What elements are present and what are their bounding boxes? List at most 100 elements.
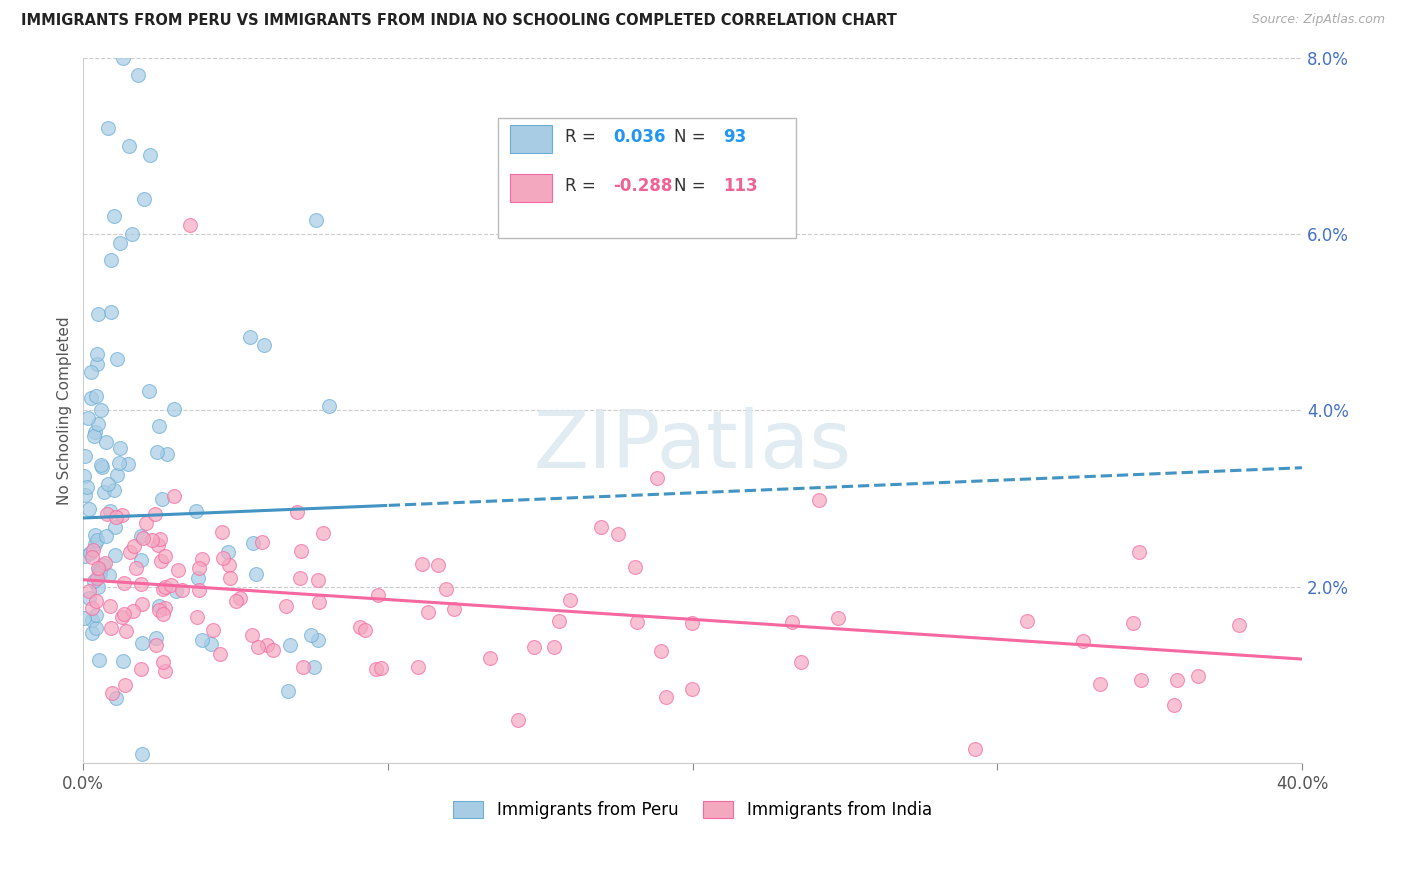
Point <box>145 631 167 645</box>
Text: -0.288: -0.288 <box>613 178 673 195</box>
Point <box>186 610 208 624</box>
Point <box>80 626 103 640</box>
Point <box>135 516 157 531</box>
Point <box>307 573 329 587</box>
Point <box>122 604 145 618</box>
Point <box>308 595 330 609</box>
Point <box>543 640 565 655</box>
Point <box>76 480 98 494</box>
Point <box>100 305 122 319</box>
Point <box>808 492 831 507</box>
Point <box>191 551 214 566</box>
Point <box>138 384 160 399</box>
Point <box>96 507 118 521</box>
Point <box>120 545 142 559</box>
Point <box>146 538 169 552</box>
Point <box>278 638 301 652</box>
Point <box>152 655 174 669</box>
Point <box>1166 673 1188 687</box>
Point <box>650 643 672 657</box>
Point <box>129 662 152 676</box>
Point <box>86 607 108 622</box>
Point <box>75 549 97 563</box>
Point <box>83 537 105 551</box>
Point <box>94 434 117 449</box>
Point <box>1088 677 1111 691</box>
Point <box>77 591 100 606</box>
Point <box>103 210 125 224</box>
Point <box>87 653 110 667</box>
Point <box>153 664 176 678</box>
Point <box>139 147 162 161</box>
Point <box>1071 634 1094 648</box>
Point <box>97 476 120 491</box>
Point <box>75 488 97 502</box>
Point <box>148 599 170 613</box>
Point <box>302 659 325 673</box>
Point <box>86 357 108 371</box>
Point <box>262 643 284 657</box>
Point <box>239 330 262 344</box>
Text: R =: R = <box>565 128 600 145</box>
Point <box>121 227 143 241</box>
Point <box>80 550 103 565</box>
Point <box>229 591 252 606</box>
Point <box>179 218 201 232</box>
Point <box>150 491 173 506</box>
Text: 93: 93 <box>723 128 747 145</box>
Point <box>129 553 152 567</box>
Point <box>145 445 167 459</box>
Point <box>91 460 114 475</box>
Point <box>247 640 270 655</box>
Point <box>1163 698 1185 713</box>
Point <box>367 588 389 602</box>
Point <box>155 580 177 594</box>
Point <box>83 428 105 442</box>
Point <box>105 690 128 705</box>
Point <box>98 504 121 518</box>
Point <box>86 570 108 584</box>
Point <box>105 509 128 524</box>
Point <box>277 683 299 698</box>
Point <box>200 637 222 651</box>
Point <box>89 562 111 576</box>
Point <box>131 635 153 649</box>
Bar <box>510 125 553 153</box>
Point <box>681 682 703 697</box>
Point <box>131 597 153 611</box>
Legend: Immigrants from Peru, Immigrants from India: Immigrants from Peru, Immigrants from In… <box>447 794 938 825</box>
Point <box>91 558 114 572</box>
Point <box>149 553 172 567</box>
Point <box>153 549 176 563</box>
Point <box>366 662 388 676</box>
Point <box>523 640 546 655</box>
Point <box>416 605 439 619</box>
Point <box>218 558 240 573</box>
Point <box>681 616 703 631</box>
Point <box>100 253 122 268</box>
Point <box>274 599 297 613</box>
Point <box>111 610 134 624</box>
Point <box>655 690 678 705</box>
Point <box>73 469 96 483</box>
Point <box>201 623 224 637</box>
Point <box>143 507 166 521</box>
FancyBboxPatch shape <box>498 118 796 237</box>
Point <box>87 561 110 575</box>
Point <box>80 391 103 405</box>
Text: 113: 113 <box>723 178 758 195</box>
Point <box>122 539 145 553</box>
Point <box>1122 615 1144 630</box>
Point <box>73 450 96 464</box>
Point <box>87 580 110 594</box>
Point <box>100 621 122 635</box>
Point <box>240 628 263 642</box>
Point <box>209 647 232 661</box>
Point <box>100 686 122 700</box>
Point <box>170 582 193 597</box>
Point <box>187 572 209 586</box>
Point <box>406 660 429 674</box>
Text: ZIPatlas: ZIPatlas <box>533 407 852 484</box>
Point <box>77 411 100 425</box>
Point <box>160 578 183 592</box>
